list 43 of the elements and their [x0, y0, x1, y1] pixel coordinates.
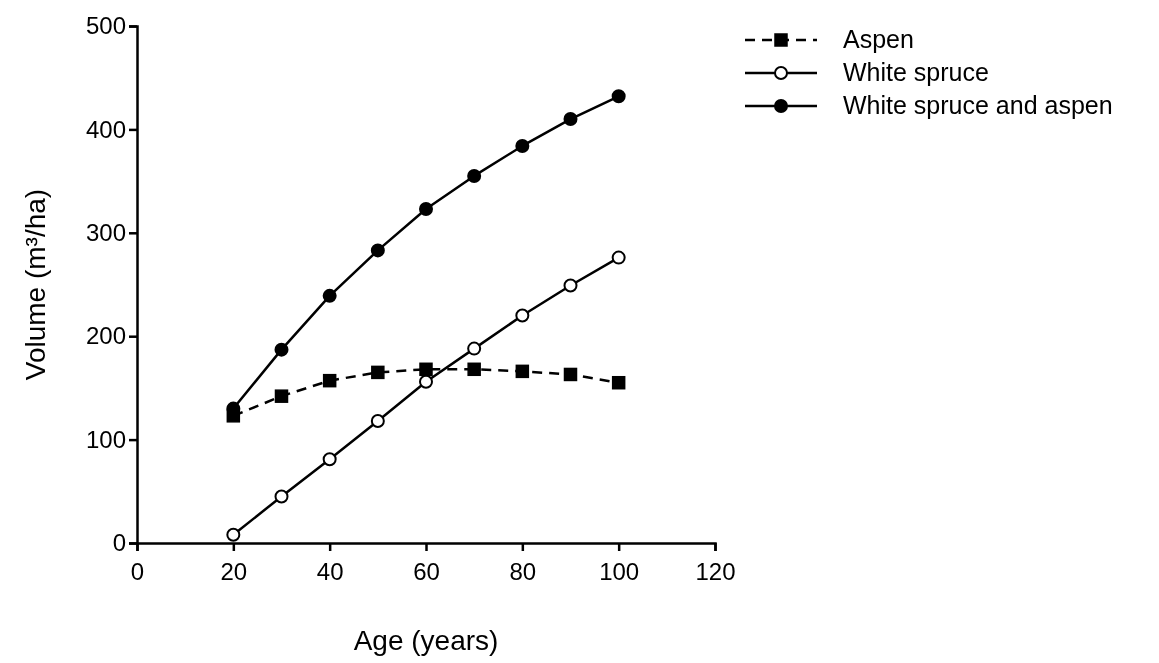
legend-label: White spruce and aspen	[843, 91, 1113, 119]
point	[563, 367, 578, 382]
y-tick-label: 100	[85, 425, 126, 453]
legend-label: Aspen	[843, 25, 914, 53]
point	[563, 278, 578, 293]
point	[515, 138, 530, 153]
x-tick-label: 80	[509, 558, 537, 586]
point	[611, 89, 626, 104]
point	[419, 374, 433, 389]
point	[274, 342, 289, 357]
y-tick-label: 400	[85, 115, 126, 143]
point	[467, 341, 482, 356]
point	[611, 250, 626, 265]
point	[226, 527, 241, 542]
point	[515, 364, 530, 379]
point	[419, 362, 433, 377]
point	[563, 112, 578, 127]
point	[370, 413, 385, 428]
point	[322, 288, 337, 303]
x-tick-label: 40	[316, 558, 344, 586]
point	[274, 489, 289, 504]
x-tick-label: 20	[220, 558, 248, 586]
point	[515, 308, 530, 323]
x-tick-label: 60	[413, 558, 440, 586]
x-tick-label: 0	[130, 558, 145, 586]
y-axis-title: Volume (m³/ha)	[20, 188, 51, 381]
y-tick-label: 0	[112, 529, 126, 557]
x-tick-label: 100	[599, 558, 640, 586]
point	[322, 452, 337, 467]
point	[371, 365, 385, 380]
point	[419, 202, 433, 217]
legend-label: White spruce	[843, 58, 989, 86]
point	[274, 389, 289, 403]
point	[370, 243, 385, 258]
x-tick-label: 120	[695, 558, 736, 586]
point	[467, 362, 481, 377]
x-axis-title: Age (years)	[353, 625, 499, 656]
point	[467, 168, 482, 183]
point	[611, 375, 626, 390]
y-tick-label: 200	[85, 322, 126, 350]
point	[322, 373, 337, 388]
y-tick-label: 500	[85, 12, 126, 40]
y-tick-label: 300	[85, 218, 126, 246]
